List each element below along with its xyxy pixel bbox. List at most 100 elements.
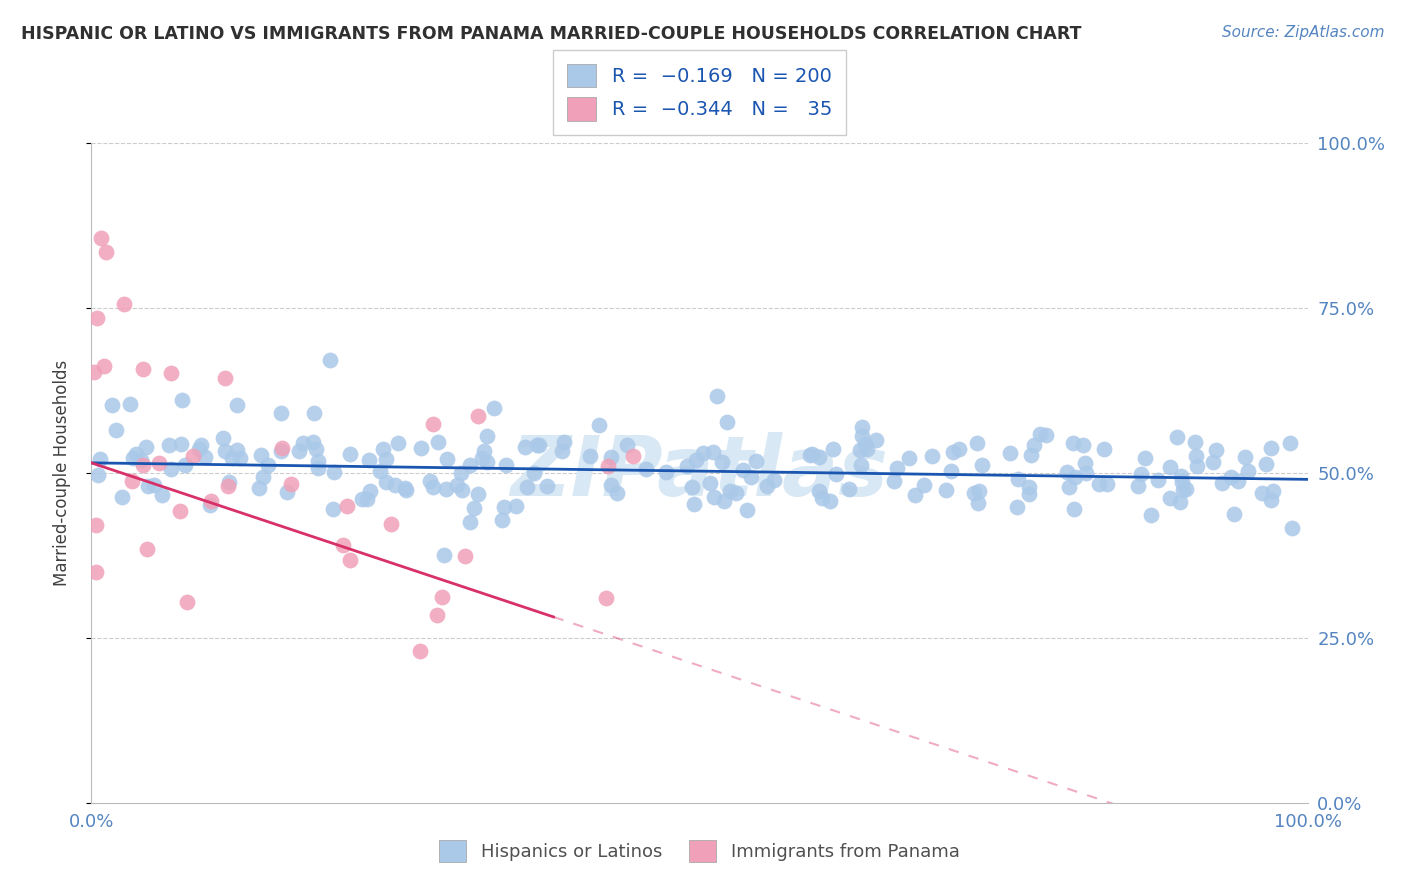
Point xyxy=(763,473,786,487)
Point xyxy=(886,461,908,475)
Point xyxy=(93,359,115,373)
Point xyxy=(425,608,447,623)
Point xyxy=(430,590,453,604)
Point xyxy=(526,438,548,452)
Text: HISPANIC OR LATINO VS IMMIGRANTS FROM PANAMA MARRIED-COUPLE HOUSEHOLDS CORRELATI: HISPANIC OR LATINO VS IMMIGRANTS FROM PA… xyxy=(21,25,1081,43)
Point xyxy=(90,231,112,245)
Point xyxy=(157,438,180,452)
Point xyxy=(718,483,741,498)
Point xyxy=(682,497,704,511)
Point xyxy=(1260,441,1282,455)
Point xyxy=(1092,442,1115,456)
Point xyxy=(800,447,823,461)
Point xyxy=(292,436,315,450)
Point xyxy=(1170,468,1192,483)
Point xyxy=(112,297,135,311)
Point xyxy=(170,437,193,451)
Point xyxy=(288,444,311,458)
Point xyxy=(491,513,513,527)
Point xyxy=(1088,476,1111,491)
Point xyxy=(356,491,378,506)
Point xyxy=(745,453,768,467)
Point xyxy=(218,475,240,489)
Point xyxy=(1057,479,1080,493)
Point xyxy=(118,397,141,411)
Point xyxy=(229,450,252,465)
Point xyxy=(135,542,157,557)
Point xyxy=(1175,482,1198,496)
Point xyxy=(1236,464,1258,478)
Point xyxy=(855,442,877,456)
Point xyxy=(475,429,498,443)
Point xyxy=(214,443,236,458)
Point xyxy=(737,502,759,516)
Point xyxy=(1254,457,1277,471)
Point xyxy=(384,478,406,492)
Point xyxy=(336,499,359,513)
Point xyxy=(422,480,444,494)
Point xyxy=(595,591,617,605)
Point xyxy=(276,485,298,500)
Point xyxy=(350,492,373,507)
Point xyxy=(121,474,143,488)
Point xyxy=(148,456,170,470)
Point xyxy=(935,483,957,497)
Point xyxy=(1171,483,1194,497)
Point xyxy=(1187,458,1209,473)
Point xyxy=(357,453,380,467)
Point xyxy=(588,418,610,433)
Point xyxy=(1018,480,1040,494)
Point xyxy=(450,467,472,481)
Point xyxy=(190,437,212,451)
Point xyxy=(436,451,458,466)
Point xyxy=(89,451,111,466)
Point xyxy=(654,466,676,480)
Point xyxy=(84,566,107,580)
Point xyxy=(1260,492,1282,507)
Point xyxy=(467,486,489,500)
Point xyxy=(824,467,846,481)
Point xyxy=(849,442,872,457)
Point xyxy=(912,478,935,492)
Point xyxy=(371,442,394,456)
Point xyxy=(579,449,602,463)
Point xyxy=(897,450,920,465)
Point xyxy=(921,449,943,463)
Point xyxy=(252,470,274,484)
Point xyxy=(1251,486,1274,500)
Point xyxy=(967,484,990,499)
Point xyxy=(1159,491,1181,505)
Point xyxy=(225,442,247,457)
Point xyxy=(200,494,222,508)
Point xyxy=(716,415,738,429)
Point xyxy=(970,458,993,473)
Point xyxy=(1223,508,1246,522)
Point xyxy=(1063,469,1085,483)
Point xyxy=(129,452,152,467)
Point xyxy=(176,595,198,609)
Point xyxy=(1227,474,1250,488)
Point xyxy=(1281,521,1303,535)
Point xyxy=(467,409,489,423)
Point xyxy=(523,467,546,481)
Point xyxy=(1147,473,1170,487)
Point xyxy=(1005,500,1028,514)
Point xyxy=(963,486,986,500)
Point xyxy=(125,447,148,461)
Point xyxy=(853,436,876,450)
Point xyxy=(374,475,396,489)
Point xyxy=(820,493,842,508)
Point xyxy=(458,515,481,529)
Point xyxy=(596,458,619,473)
Point xyxy=(1140,508,1163,522)
Point xyxy=(600,450,623,465)
Point xyxy=(1279,435,1302,450)
Point xyxy=(100,398,122,412)
Point xyxy=(616,438,638,452)
Point xyxy=(851,429,873,443)
Point xyxy=(307,461,329,475)
Point xyxy=(713,494,735,508)
Point xyxy=(280,476,302,491)
Point xyxy=(799,448,821,462)
Point xyxy=(122,450,145,465)
